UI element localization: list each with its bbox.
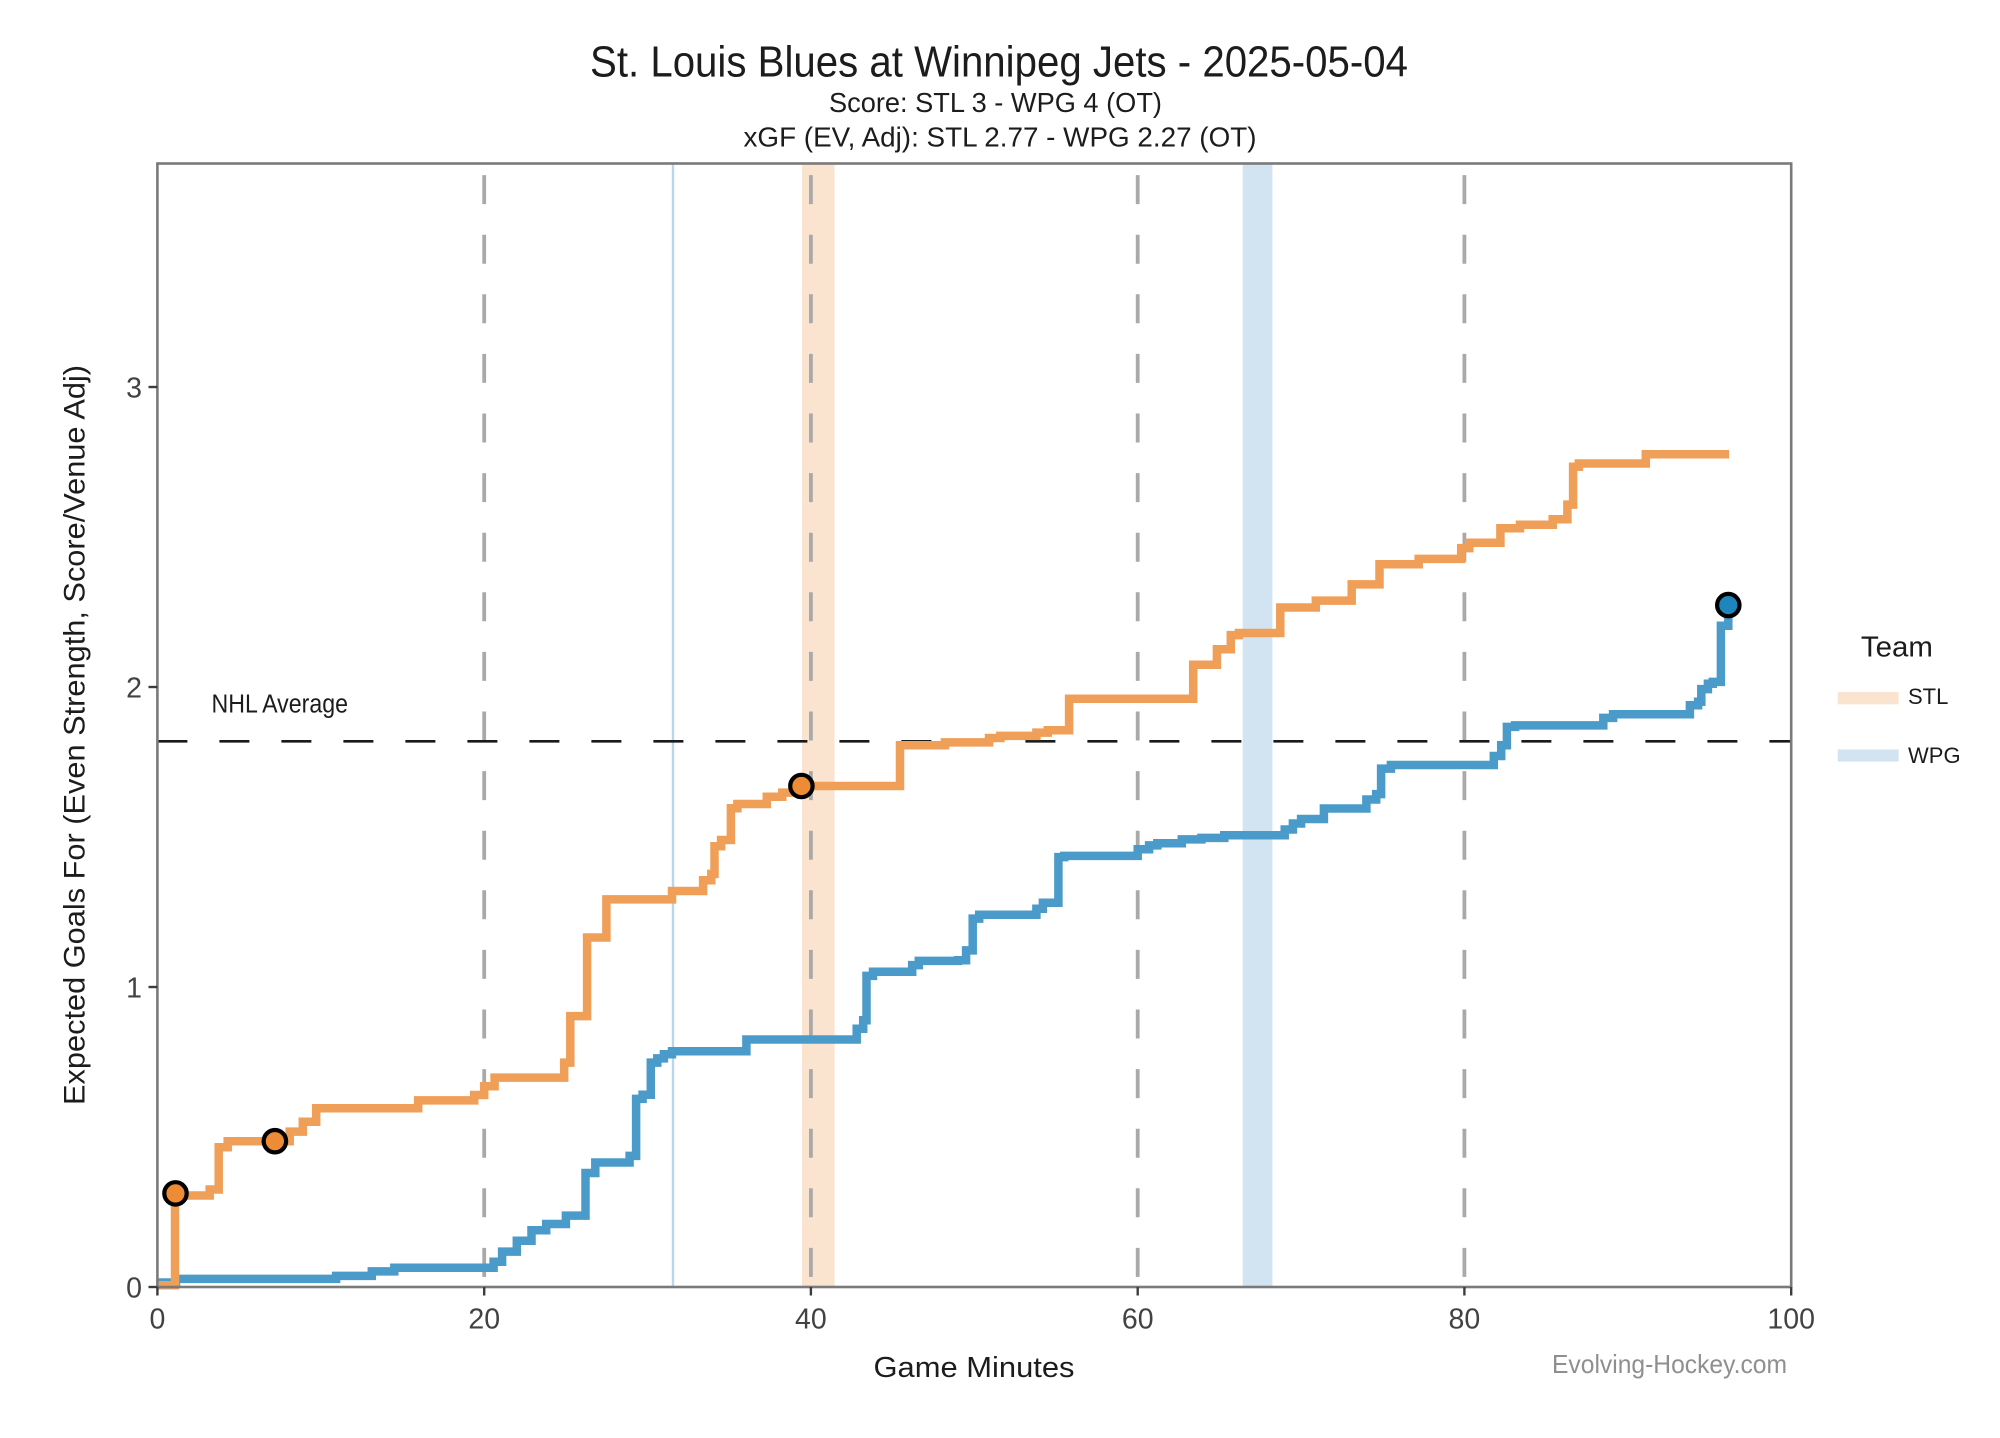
svg-text:60: 60 <box>1122 1304 1154 1336</box>
svg-text:Expected Goals For (Even Stren: Expected Goals For (Even Strength, Score… <box>59 365 92 1105</box>
svg-text:Game Minutes: Game Minutes <box>874 1352 1075 1384</box>
svg-text:3: 3 <box>126 373 142 405</box>
svg-text:xGF (EV, Adj): STL 2.77 - WPG: xGF (EV, Adj): STL 2.77 - WPG 2.27 (OT) <box>744 122 1257 153</box>
svg-text:Score: STL 3 - WPG 4 (OT): Score: STL 3 - WPG 4 (OT) <box>829 87 1162 118</box>
svg-text:Evolving-Hockey.com: Evolving-Hockey.com <box>1552 1349 1787 1379</box>
svg-text:40: 40 <box>795 1304 827 1336</box>
svg-text:NHL Average: NHL Average <box>212 691 349 719</box>
svg-text:0: 0 <box>149 1304 165 1336</box>
svg-text:100: 100 <box>1767 1304 1815 1336</box>
svg-text:Team: Team <box>1861 632 1933 664</box>
svg-text:20: 20 <box>468 1304 500 1336</box>
svg-text:STL: STL <box>1908 684 1948 709</box>
svg-text:1: 1 <box>126 973 142 1005</box>
svg-text:0: 0 <box>126 1273 142 1305</box>
svg-text:St. Louis Blues at Winnipeg Je: St. Louis Blues at Winnipeg Jets - 2025-… <box>590 38 1408 87</box>
svg-text:2: 2 <box>126 673 142 705</box>
svg-text:WPG: WPG <box>1908 743 1961 768</box>
svg-text:80: 80 <box>1449 1304 1481 1336</box>
